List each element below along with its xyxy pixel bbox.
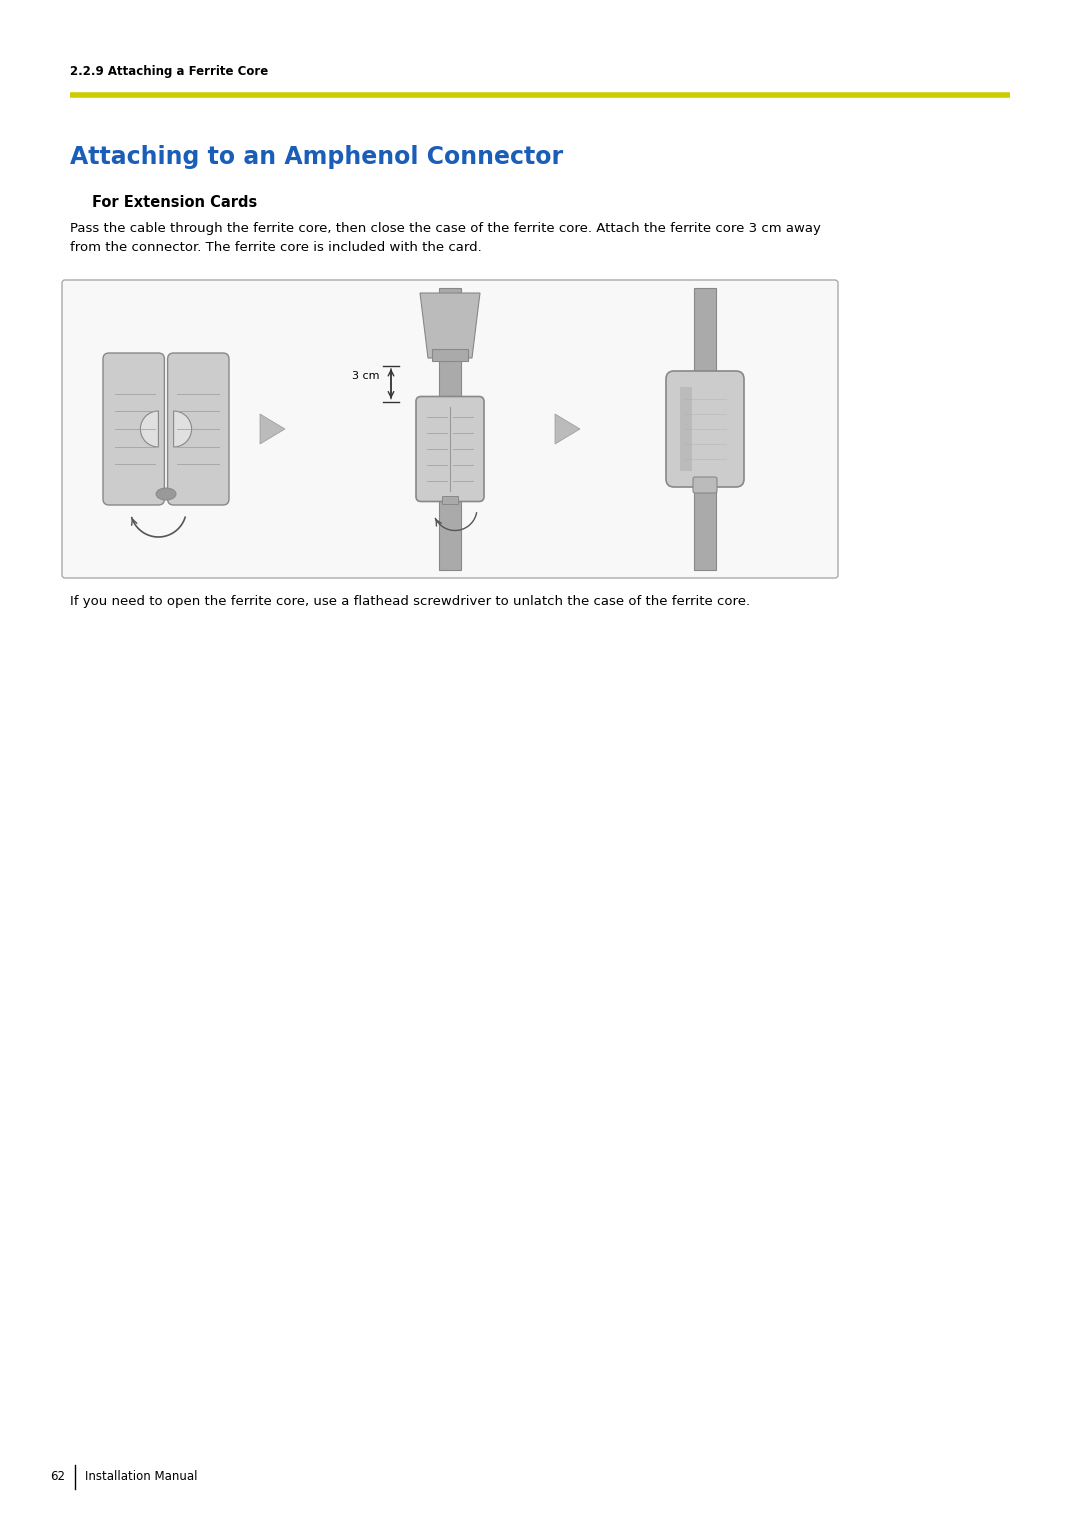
Bar xyxy=(694,289,716,570)
FancyBboxPatch shape xyxy=(693,476,717,493)
Bar xyxy=(438,289,461,570)
Wedge shape xyxy=(174,411,191,447)
Text: 3 cm: 3 cm xyxy=(351,371,379,380)
Polygon shape xyxy=(420,293,480,357)
FancyBboxPatch shape xyxy=(103,353,164,505)
Bar xyxy=(432,350,468,360)
Text: Installation Manual: Installation Manual xyxy=(85,1471,198,1484)
Text: If you need to open the ferrite core, use a flathead screwdriver to unlatch the : If you need to open the ferrite core, us… xyxy=(70,596,751,608)
Text: For Extension Cards: For Extension Cards xyxy=(92,195,257,211)
Bar xyxy=(442,496,458,504)
FancyBboxPatch shape xyxy=(416,397,484,501)
Text: 2.2.9 Attaching a Ferrite Core: 2.2.9 Attaching a Ferrite Core xyxy=(70,66,268,78)
FancyBboxPatch shape xyxy=(167,353,229,505)
FancyBboxPatch shape xyxy=(666,371,744,487)
Text: Attaching to an Amphenol Connector: Attaching to an Amphenol Connector xyxy=(70,145,563,169)
Polygon shape xyxy=(555,414,580,444)
Polygon shape xyxy=(260,414,285,444)
Text: 62: 62 xyxy=(50,1471,65,1484)
Ellipse shape xyxy=(156,489,176,499)
Bar xyxy=(680,386,692,470)
Wedge shape xyxy=(140,411,159,447)
FancyBboxPatch shape xyxy=(62,279,838,579)
Text: Pass the cable through the ferrite core, then close the case of the ferrite core: Pass the cable through the ferrite core,… xyxy=(70,221,821,253)
